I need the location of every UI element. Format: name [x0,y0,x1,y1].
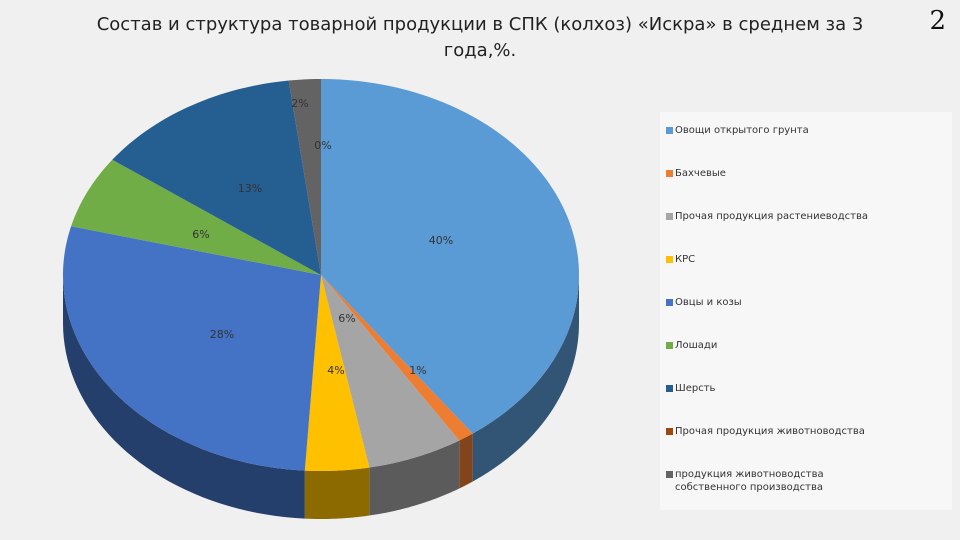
legend-label: Лошади [675,340,718,351]
legend-swatch [666,213,673,220]
legend-swatch [666,299,673,306]
data-label-2: 6% [338,312,355,325]
pie-slice-0 [321,79,579,434]
chart-title: Состав и структура товарной продукции в … [96,14,864,61]
pie-side-0 [472,275,579,482]
legend-label: Бахчевые [675,168,726,179]
pie-slices [63,79,579,471]
legend-item: продукция животноводства собственного пр… [666,468,895,494]
legend-item: Прочая продукция животноводства [666,425,895,438]
pie-slice-6 [112,80,322,275]
pie-slice-3 [304,275,370,471]
legend-item: Бахчевые [666,167,895,180]
legend-panel [660,112,952,510]
pie-side-4 [63,275,305,519]
data-label-7: 0% [314,139,331,152]
pie-data-labels: 40% 1% 6% 4% 28% 6% 13% 0% 2% [192,97,453,377]
pie-slice-2 [321,275,460,468]
legend-label: Прочая продукция растениеводства [675,211,869,222]
data-label-5: 6% [192,228,209,241]
data-label-6: 13% [238,182,262,195]
pie-slice-1 [321,275,473,441]
data-label-4: 28% [210,328,234,341]
legend-label: продукция животноводства собственного пр… [675,469,824,493]
legend-swatch [666,127,673,134]
data-label-8: 2% [291,97,308,110]
legend-item: Лошади [666,339,895,352]
page-number: 2 [929,6,946,36]
pie-side-2 [369,440,460,516]
pie-side-walls [63,275,579,519]
legend-swatch [666,256,673,263]
pie-slice-5 [71,159,321,275]
legend-label: Овцы и козы [675,297,742,308]
legend-swatch [666,471,673,478]
legend-item: Прочая продукция растениеводства [666,210,895,223]
data-label-1: 1% [409,364,426,377]
data-label-3: 4% [327,364,344,377]
pie-slice-4 [63,226,321,471]
pie-side-1 [459,433,473,489]
legend-label: Прочая продукция животноводства [675,426,865,437]
legend-swatch [666,170,673,177]
pie-side-3 [304,467,370,519]
legend-label: Шерсть [675,383,716,394]
legend-item: Шерсть [666,382,895,395]
legend-label: Овощи открытого грунта [675,125,809,136]
data-label-0: 40% [429,234,453,247]
legend-swatch [666,385,673,392]
legend-label: КРС [675,254,696,265]
legend-swatch [666,428,673,435]
legend-item: КРС [666,253,895,266]
legend-swatch [666,342,673,349]
legend-item: Овцы и козы [666,296,895,309]
legend-item: Овощи открытого грунта [666,124,895,137]
pie-slice-8 [288,79,321,275]
